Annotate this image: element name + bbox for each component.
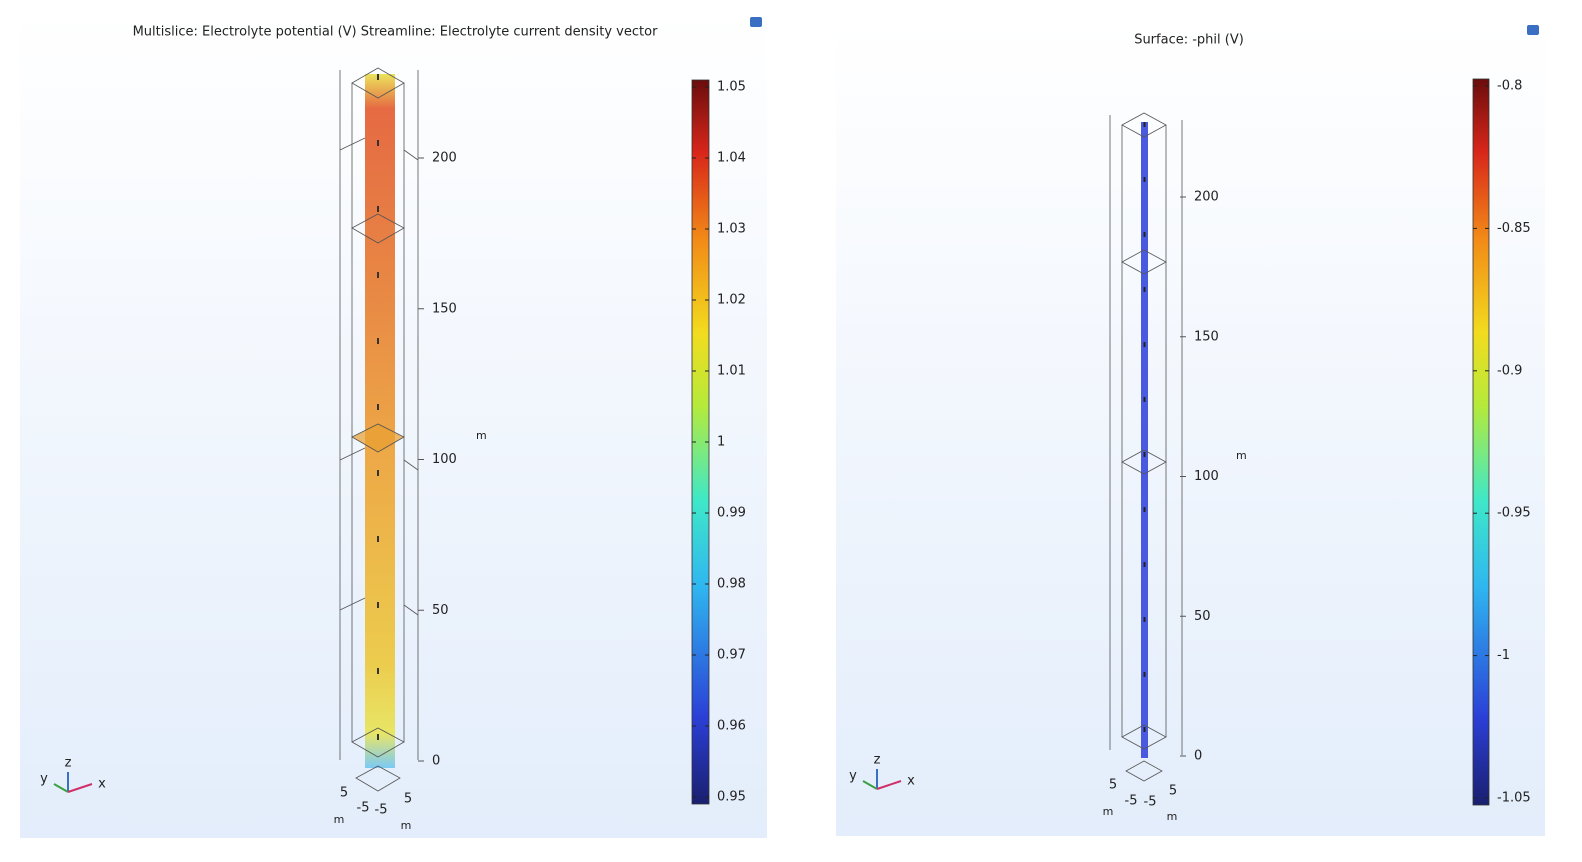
z-tick-label: 100 xyxy=(432,452,457,467)
triad-label: x xyxy=(907,774,915,789)
colorbar-tick-label: 0.97 xyxy=(717,648,746,663)
colorbar-tick-label: -0.8 xyxy=(1497,79,1522,94)
axis-unit: m xyxy=(1236,449,1247,462)
triad-x xyxy=(876,780,902,790)
z-tick-label: 0 xyxy=(432,754,440,769)
colorbar-tick-label: -1.05 xyxy=(1497,791,1531,806)
colorbar xyxy=(1472,78,1490,806)
colorbar-tick-label: -1 xyxy=(1497,648,1510,663)
triad-y xyxy=(53,783,69,793)
colorbar-tick-label: 1.05 xyxy=(717,80,746,95)
z-tick-label: 50 xyxy=(432,603,449,618)
colorbar-tick-label: -0.85 xyxy=(1497,221,1531,236)
base-axis-label: 5 xyxy=(1109,778,1117,793)
triad-label: z xyxy=(874,753,881,768)
z-tick-label: 150 xyxy=(432,301,457,316)
triad-x xyxy=(67,783,93,793)
plot-title: Surface: -phil (V) xyxy=(1134,33,1244,48)
colorbar-tick-label: 0.99 xyxy=(717,506,746,521)
base-axis-label: m xyxy=(401,819,412,832)
triad-y xyxy=(862,780,878,790)
colorbar-tick-label: 1 xyxy=(717,435,725,450)
triad-label: x xyxy=(98,777,106,792)
colorbar-tick-label: 0.96 xyxy=(717,719,746,734)
base-axis-label: 5 xyxy=(1169,784,1177,799)
colorbar-tick-label: 1.02 xyxy=(717,293,746,308)
z-tick-label: 200 xyxy=(1194,190,1219,205)
z-tick-label: 100 xyxy=(1194,469,1219,484)
triad-label: y xyxy=(849,769,857,784)
base-axis-label: m xyxy=(334,813,345,826)
base-axis-label: 5 xyxy=(404,792,412,807)
plot-panel xyxy=(836,24,1545,836)
triad-label: z xyxy=(65,756,72,771)
z-tick-label: 200 xyxy=(432,151,457,166)
colorbar-tick-label: 1.04 xyxy=(717,151,746,166)
base-axis-label: -5 xyxy=(357,801,370,816)
z-tick-label: 150 xyxy=(1194,329,1219,344)
colorbar-tick-label: 0.98 xyxy=(717,577,746,592)
base-axis-label: m xyxy=(1103,805,1114,818)
panel-icon[interactable] xyxy=(750,17,762,27)
z-tick-label: 50 xyxy=(1194,609,1211,624)
base-axis-label: 5 xyxy=(340,786,348,801)
triad-label: y xyxy=(40,772,48,787)
colorbar-tick-label: 1.01 xyxy=(717,364,746,379)
base-axis-label: -5 xyxy=(1144,795,1157,810)
axis-unit: m xyxy=(476,429,487,442)
panel-icon[interactable] xyxy=(1527,25,1539,35)
base-axis-label: -5 xyxy=(375,803,388,818)
colorbar-tick-label: -0.9 xyxy=(1497,363,1522,378)
colorbar-tick-label: -0.95 xyxy=(1497,506,1531,521)
plot-title: Multislice: Electrolyte potential (V) St… xyxy=(133,25,659,40)
wireframe xyxy=(1109,112,1183,782)
z-tick-label: 0 xyxy=(1194,749,1202,764)
wireframe xyxy=(339,67,419,792)
colorbar-tick-label: 1.03 xyxy=(717,222,746,237)
base-axis-label: -5 xyxy=(1125,794,1138,809)
base-axis-label: m xyxy=(1167,810,1178,823)
colorbar-tick-label: 0.95 xyxy=(717,790,746,805)
